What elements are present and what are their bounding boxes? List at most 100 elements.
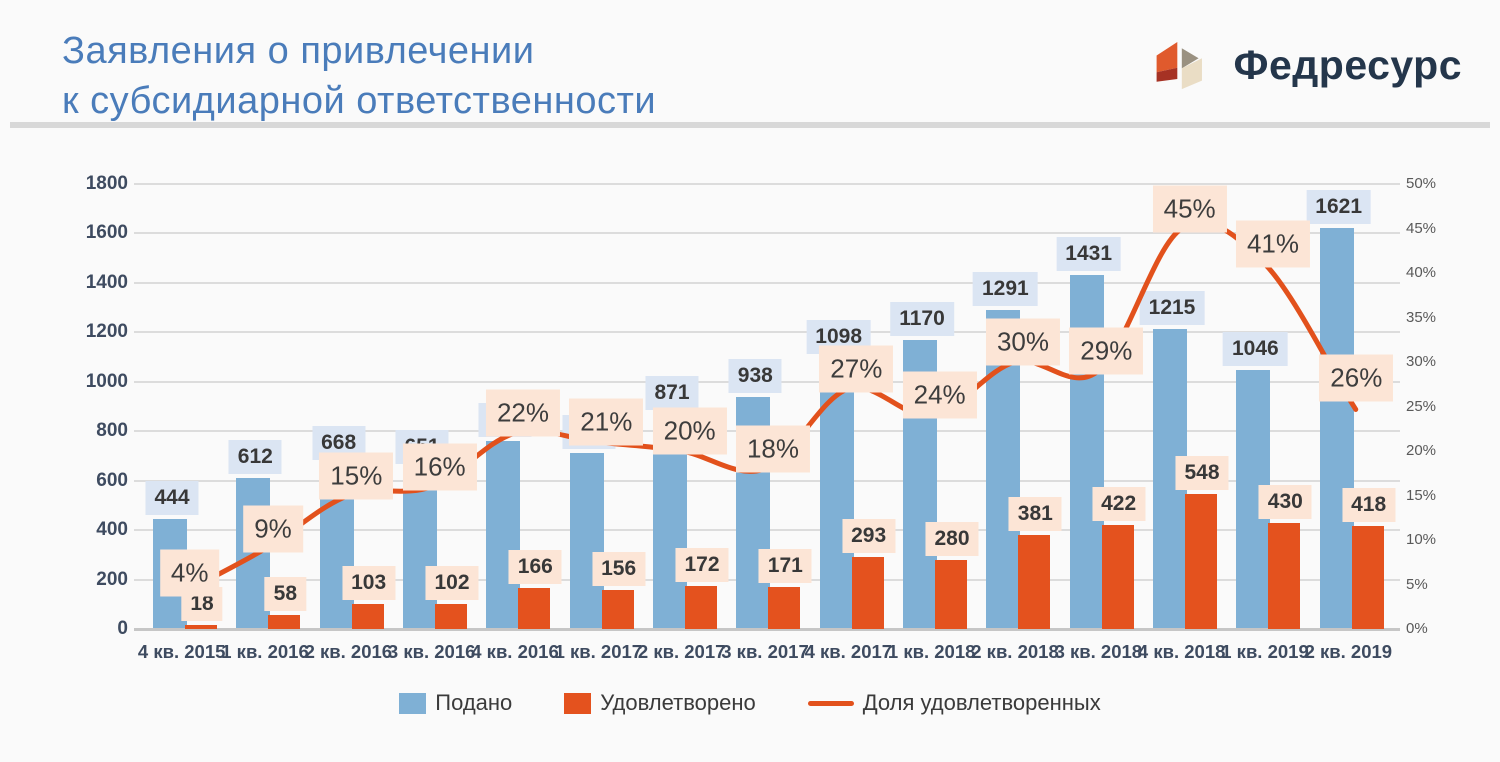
share-percent-badge: 22% (485, 389, 561, 437)
satisfied-value-label: 171 (758, 548, 812, 583)
axis-tick-left: 800 (96, 420, 128, 442)
category-label: 1 кв. 2018 (887, 641, 976, 662)
bar-filed (403, 468, 437, 629)
grid-line (134, 281, 1400, 284)
axis-tick-right: 15% (1406, 486, 1437, 504)
filed-value-label: 612 (228, 439, 282, 474)
share-percent-badge: 45% (1152, 185, 1227, 232)
category-label: 3 кв. 2018 (1054, 641, 1143, 662)
axis-tick-left: 600 (96, 469, 128, 491)
share-percent-badge: 15% (319, 452, 394, 499)
axis-tick-right: 45% (1406, 219, 1437, 237)
filed-value-label: 938 (728, 359, 782, 394)
bar-filed (569, 453, 604, 629)
filed-value-label: 444 (145, 481, 199, 516)
satisfied-value-label: 548 (1175, 455, 1229, 490)
page-title: Заявления о привлечении к субсидиарной о… (62, 26, 656, 126)
category-label: 3 кв. 2016 (387, 641, 476, 662)
axis-tick-right: 50% (1406, 175, 1437, 192)
satisfied-value-label: 166 (508, 549, 562, 584)
axis-tick-left: 1800 (85, 173, 128, 194)
category-label: 4 кв. 2017 (804, 641, 893, 662)
category-label: 2 кв. 2019 (1304, 641, 1393, 662)
category-label: 4 кв. 2016 (471, 641, 559, 662)
bar-satisfied (1101, 524, 1134, 629)
axis-tick-right: 5% (1406, 575, 1428, 593)
bar-filed (1319, 228, 1354, 629)
axis-tick-left: 1200 (85, 321, 128, 343)
axis-tick-right: 40% (1406, 264, 1437, 281)
bar-satisfied (518, 587, 551, 629)
bar-satisfied (1268, 522, 1301, 629)
share-percent-badge: 24% (902, 371, 977, 419)
bar-satisfied (685, 586, 717, 629)
filed-value-label: 1215 (1139, 290, 1205, 325)
share-percent-badge: 4% (159, 549, 220, 597)
bar-satisfied (768, 586, 801, 629)
category-label: 4 кв. 2015 (137, 641, 226, 662)
category-label: 4 кв. 2018 (1137, 641, 1226, 662)
axis-tick-left: 1600 (85, 222, 128, 244)
filed-value-label: 1621 (1306, 190, 1372, 225)
filed-value-label: 1046 (1222, 332, 1288, 367)
page-title-line-2: к субсидиарной ответственности (62, 80, 657, 122)
axis-tick-right: 35% (1406, 308, 1437, 326)
legend-label-share: Доля удовлетворенных (862, 690, 1101, 715)
axis-tick-right: 20% (1406, 442, 1437, 459)
chart-legend: Подано Удовлетворено Доля удовлетворенны… (0, 690, 1500, 716)
satisfied-value-label: 58 (264, 576, 307, 611)
bar-satisfied (185, 624, 217, 629)
category-label: 1 кв. 2017 (554, 641, 643, 662)
legend-item-share: Доля удовлетворенных (807, 690, 1101, 716)
satisfied-value-label: 293 (842, 518, 896, 553)
axis-tick-left: 200 (96, 568, 128, 590)
filed-swatch-icon (399, 692, 427, 714)
share-percent-badge: 20% (652, 407, 727, 455)
axis-tick-right: 10% (1406, 531, 1437, 548)
filed-value-label: 871 (645, 375, 699, 410)
filed-value-label: 1291 (972, 271, 1038, 306)
category-label: 2 кв. 2018 (971, 641, 1059, 662)
axis-tick-left: 1400 (85, 271, 128, 293)
axis-tick-left: 0 (117, 618, 128, 639)
grid-line (134, 331, 1400, 334)
satisfied-swatch-icon (564, 692, 592, 714)
axis-tick-right: 30% (1406, 353, 1437, 370)
axis-tick-right: 25% (1406, 397, 1437, 415)
satisfied-value-label: 430 (1258, 484, 1312, 519)
bar-satisfied (1351, 525, 1384, 629)
fedresurs-logo-text: Федресурс (1233, 41, 1462, 88)
category-label: 1 кв. 2016 (221, 641, 309, 662)
filed-value-label: 1170 (890, 301, 954, 336)
share-percent-badge: 30% (985, 318, 1061, 366)
bar-filed (486, 440, 521, 629)
category-label: 1 кв. 2019 (1221, 641, 1309, 662)
satisfied-value-label: 280 (925, 521, 979, 556)
bar-satisfied (935, 559, 967, 629)
category-label: 3 кв. 2017 (721, 641, 809, 662)
bar-satisfied (268, 614, 301, 629)
fedresurs-cube-icon (1157, 42, 1203, 90)
share-percent-badge: 29% (1069, 327, 1144, 375)
category-label: 2 кв. 2016 (304, 641, 393, 662)
share-percent-badge: 41% (1235, 220, 1311, 268)
share-percent-badge: 9% (243, 505, 303, 553)
axis-tick-right: 0% (1406, 620, 1428, 637)
satisfied-value-label: 102 (425, 565, 479, 600)
share-line-swatch-icon (807, 700, 854, 706)
axis-tick-left: 400 (96, 519, 128, 541)
bar-satisfied (1018, 534, 1051, 629)
bar-satisfied (851, 556, 884, 629)
share-percent-badge: 21% (569, 398, 644, 446)
satisfied-value-label: 418 (1342, 487, 1396, 522)
bar-satisfied (1185, 493, 1217, 629)
satisfied-value-label: 172 (675, 548, 729, 583)
category-label: 2 кв. 2017 (637, 641, 726, 662)
x-axis-line (134, 628, 1400, 631)
satisfied-value-label: 156 (592, 552, 646, 587)
share-percent-badge: 16% (402, 443, 477, 491)
bar-satisfied (351, 603, 384, 629)
legend-item-satisfied: Удовлетворено (564, 690, 756, 716)
